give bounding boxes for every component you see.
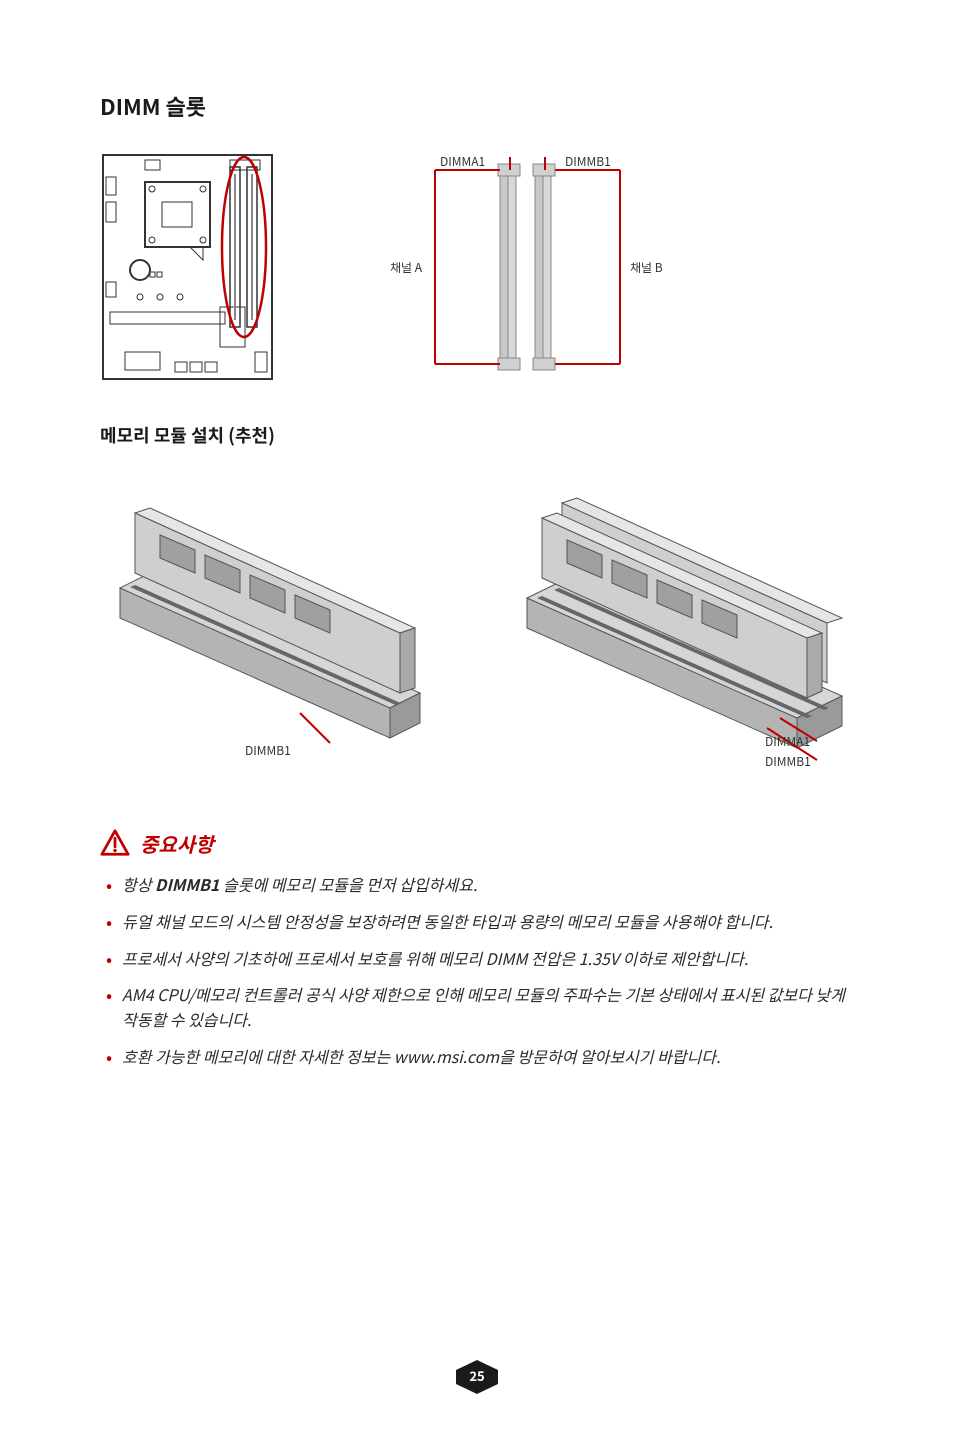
- bullet-bold: DIMMB1: [155, 872, 219, 896]
- page-number-badge: 25: [456, 1360, 498, 1394]
- important-heading: 중요사항: [100, 828, 854, 858]
- bullet-text: 호환 가능한 메모리에 대한 자세한 정보는 www.msi.com을 방문하여…: [122, 1044, 720, 1068]
- bullet-text: 프로세서 사양의 기초하에 프로세서 보호를 위해 메모리 DIMM 전압은 1…: [122, 946, 748, 970]
- top-diagrams-row: DIMMA1 DIMMB1 채널 A 채널 B: [100, 152, 854, 392]
- motherboard-schematic: [100, 152, 275, 382]
- warning-triangle-icon: [100, 828, 130, 858]
- iso-dual-dimmb1-label: DIMMB1: [765, 753, 811, 770]
- iso-dual-module: DIMMA1 DIMMB1: [517, 473, 854, 778]
- important-label: 중요사항: [140, 829, 214, 858]
- bullet-item: 듀얼 채널 모드의 시스템 안정성을 보장하려면 동일한 타입과 용량의 메모리…: [100, 909, 854, 934]
- bullet-text: AM4 CPU/메모리 컨트롤러 공식 사양 제한으로 인해 메모리 모듈의 주…: [122, 982, 845, 1031]
- page-number: 25: [456, 1366, 498, 1385]
- dimmb1-label: DIMMB1: [565, 153, 611, 170]
- channel-a-label: 채널 A: [390, 259, 423, 276]
- bullet-prefix: 항상: [122, 872, 155, 896]
- channel-diagram: DIMMA1 DIMMB1 채널 A 채널 B: [335, 152, 854, 392]
- bullet-rest: 슬롯에 메모리 모듈을 먼저 삽입하세요.: [219, 872, 477, 896]
- bullet-text: 듀얼 채널 모드의 시스템 안정성을 보장하려면 동일한 타입과 용량의 메모리…: [122, 909, 773, 933]
- section-title: DIMM 슬롯: [100, 90, 854, 122]
- bullet-item: 프로세서 사양의 기초하에 프로세서 보호를 위해 메모리 DIMM 전압은 1…: [100, 946, 854, 971]
- iso-single-dimmb1-label: DIMMB1: [245, 742, 291, 759]
- important-bullets: 항상 DIMMB1 슬롯에 메모리 모듈을 먼저 삽입하세요. 듀얼 채널 모드…: [100, 872, 854, 1069]
- bullet-item: AM4 CPU/메모리 컨트롤러 공식 사양 제한으로 인해 메모리 모듈의 주…: [100, 982, 854, 1032]
- motherboard-svg: [100, 152, 275, 382]
- bullet-item: 호환 가능한 메모리에 대한 자세한 정보는 www.msi.com을 방문하여…: [100, 1044, 854, 1069]
- iso-single-module: DIMMB1: [100, 473, 437, 778]
- channel-b-label: 채널 B: [630, 259, 663, 276]
- bullet-item: 항상 DIMMB1 슬롯에 메모리 모듈을 먼저 삽입하세요.: [100, 872, 854, 897]
- subsection-title: 메모리 모듈 설치 (추천): [100, 422, 854, 448]
- dimma1-label: DIMMA1: [440, 153, 485, 170]
- isometric-row: DIMMB1 DIMMA1: [100, 473, 854, 778]
- iso-dual-dimma1-label: DIMMA1: [765, 733, 810, 750]
